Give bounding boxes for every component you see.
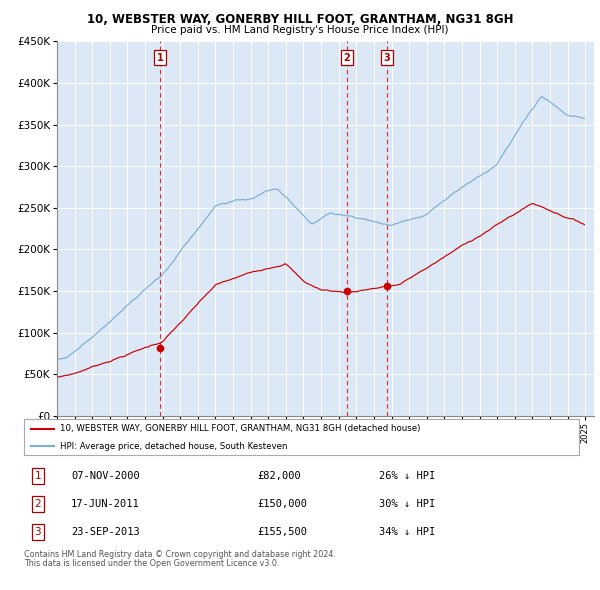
Text: 10, WEBSTER WAY, GONERBY HILL FOOT, GRANTHAM, NG31 8GH (detached house): 10, WEBSTER WAY, GONERBY HILL FOOT, GRAN…: [60, 424, 421, 433]
Text: £150,000: £150,000: [257, 499, 307, 509]
Text: 07-NOV-2000: 07-NOV-2000: [71, 471, 140, 481]
Text: 10, WEBSTER WAY, GONERBY HILL FOOT, GRANTHAM, NG31 8GH: 10, WEBSTER WAY, GONERBY HILL FOOT, GRAN…: [87, 13, 513, 26]
Text: 2: 2: [343, 53, 350, 63]
Text: 2: 2: [35, 499, 41, 509]
Text: 1: 1: [35, 471, 41, 481]
Text: This data is licensed under the Open Government Licence v3.0.: This data is licensed under the Open Gov…: [24, 559, 280, 568]
Text: 34% ↓ HPI: 34% ↓ HPI: [379, 527, 436, 537]
Text: 30% ↓ HPI: 30% ↓ HPI: [379, 499, 436, 509]
Text: £82,000: £82,000: [257, 471, 301, 481]
Text: £155,500: £155,500: [257, 527, 307, 537]
Text: 3: 3: [383, 53, 390, 63]
Text: 26% ↓ HPI: 26% ↓ HPI: [379, 471, 436, 481]
Text: 1: 1: [157, 53, 163, 63]
Text: 23-SEP-2013: 23-SEP-2013: [71, 527, 140, 537]
Text: 17-JUN-2011: 17-JUN-2011: [71, 499, 140, 509]
Text: HPI: Average price, detached house, South Kesteven: HPI: Average price, detached house, Sout…: [60, 442, 287, 451]
Text: Contains HM Land Registry data © Crown copyright and database right 2024.: Contains HM Land Registry data © Crown c…: [24, 550, 336, 559]
Text: 3: 3: [35, 527, 41, 537]
Text: Price paid vs. HM Land Registry's House Price Index (HPI): Price paid vs. HM Land Registry's House …: [151, 25, 449, 35]
